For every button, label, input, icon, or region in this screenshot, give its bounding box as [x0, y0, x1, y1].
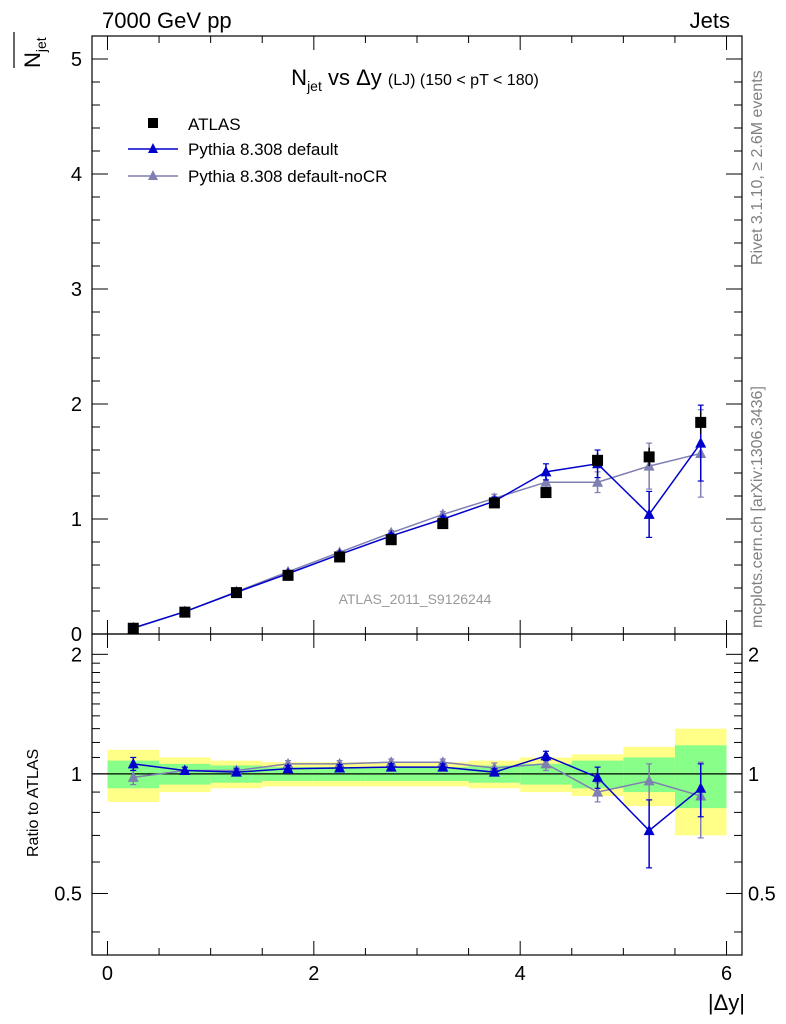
ratio-point-nocr	[643, 774, 655, 786]
legend-marker-atlas	[148, 118, 158, 128]
main-point-atlas	[385, 534, 397, 546]
ratio-y-axis-label: Ratio to ATLAS	[25, 749, 42, 857]
ratio-bands	[107, 728, 727, 836]
y-axis-label: Njet	[20, 37, 49, 68]
y-tick-label: 5	[71, 49, 82, 71]
ratio-point-default	[643, 824, 655, 836]
y-tick-label: 4	[71, 164, 82, 186]
title-main: N	[291, 65, 307, 90]
title-mid: vs Δy	[322, 65, 388, 90]
main-point-default	[643, 508, 655, 519]
ratio-point-default	[334, 761, 346, 773]
x-tick-label: 0	[102, 963, 113, 985]
x-axis-label: |Δy|	[708, 990, 745, 1015]
x-tick-label: 4	[515, 963, 526, 985]
title-rest: (150 < pT < 180)	[415, 72, 538, 89]
legend-label-atlas: ATLAS	[188, 115, 241, 134]
ratio-point-default	[230, 766, 242, 777]
main-point-atlas	[230, 587, 242, 599]
ratio-line-default	[133, 755, 702, 832]
ratio-point-nocr	[127, 771, 139, 782]
ratio-point-default	[282, 762, 294, 774]
main-point-nocr	[592, 476, 604, 487]
ratio-point-default	[695, 782, 707, 793]
ratio-tick-label-right: 2	[748, 644, 759, 666]
y-axis-label-sub: jet	[33, 37, 49, 53]
y-axis-label-main: N	[20, 52, 45, 68]
ratio-point-nocr	[592, 786, 604, 797]
ratio-tick-label-right: 0.5	[748, 883, 776, 905]
ratio-tick-label-right: 1	[748, 764, 759, 786]
ratio-point-default	[179, 764, 191, 775]
main-point-default	[695, 437, 707, 448]
main-point-atlas	[437, 518, 449, 530]
y-tick-label: 0	[71, 624, 82, 646]
ratio-point-default	[127, 757, 139, 769]
legend: ATLAS Pythia 8.308 default Pythia 8.308 …	[128, 115, 387, 186]
y-tick-label: 3	[71, 279, 82, 301]
main-point-atlas	[592, 454, 604, 466]
legend-marker-nocr	[148, 170, 158, 180]
title-main-sub: jet	[306, 78, 322, 94]
main-line-default	[133, 442, 702, 629]
main-point-atlas	[179, 606, 191, 618]
main-point-atlas	[695, 416, 707, 428]
header-left: 7000 GeV pp	[102, 8, 232, 33]
ratio-point-nocr	[540, 757, 552, 769]
title-small: (LJ)	[388, 72, 416, 89]
x-tick-label: 2	[308, 963, 319, 985]
ratio-point-default	[592, 771, 604, 782]
main-point-nocr	[540, 476, 552, 487]
ratio-point-default	[437, 761, 449, 772]
mcplots-label: mcplots.cern.ch [arXiv:1306.3436]	[749, 386, 766, 628]
main-point-atlas	[643, 451, 655, 463]
data-marks	[127, 404, 707, 869]
chart-title: Njet vs Δy (LJ) (150 < pT < 180)	[291, 65, 539, 94]
ratio-tick-label-left: 0.5	[54, 883, 82, 905]
main-point-atlas	[282, 569, 294, 581]
header-right: Jets	[690, 8, 730, 33]
main-point-atlas	[334, 551, 346, 563]
rivet-label: Rivet 3.1.10, ≥ 2.6M events	[749, 70, 766, 265]
main-point-default	[540, 465, 552, 477]
main-point-atlas	[540, 487, 552, 499]
legend-label-default: Pythia 8.308 default	[188, 140, 339, 159]
y-tick-label: 2	[71, 394, 82, 416]
main-point-atlas	[488, 497, 500, 509]
y-tick-label: 1	[71, 509, 82, 531]
ratio-tick-label-left: 1	[71, 764, 82, 786]
x-tick-label: 6	[721, 963, 732, 985]
ratio-point-default	[488, 766, 500, 777]
ratio-point-default	[540, 749, 552, 761]
ratio-line-nocr	[133, 761, 701, 797]
main-point-atlas	[127, 622, 139, 634]
watermark: ATLAS_2011_S9126244	[339, 591, 492, 607]
ratio-point-default	[385, 761, 397, 772]
ratio-tick-label-left: 2	[71, 644, 82, 666]
legend-label-nocr: Pythia 8.308 default-noCR	[188, 167, 387, 186]
legend-marker-default	[148, 143, 158, 153]
